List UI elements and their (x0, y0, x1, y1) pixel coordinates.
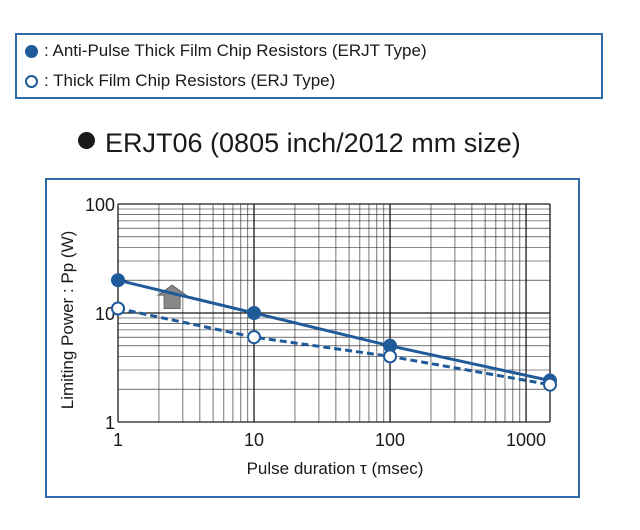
data-point-erjt (247, 306, 262, 320)
legend-item-erjt: : Anti-Pulse Thick Film Chip Resistors (… (25, 39, 427, 63)
y-tick-label: 1 (105, 413, 115, 433)
chart-grid (117, 203, 551, 423)
bullet-icon (78, 132, 95, 149)
x-tick-label: 100 (375, 430, 405, 450)
chart-title: ERJT06 (0805 inch/2012 mm size) (78, 128, 521, 159)
open-circle-icon (25, 74, 38, 88)
chart-frame (45, 178, 580, 498)
data-point-erj (111, 301, 125, 316)
chart-title-model: ERJT06 (105, 128, 203, 158)
chart-title-size: (0805 inch/2012 mm size) (202, 128, 521, 158)
legend-label-erj: : Thick Film Chip Resistors (ERJ Type) (44, 71, 336, 90)
x-tick-label: 1000 (506, 430, 546, 450)
filled-circle-icon (25, 44, 38, 58)
chart-ticks: 1 10 100 1000 1 10 100 (85, 195, 546, 450)
chart-series (111, 273, 557, 392)
x-tick-label: 1 (113, 430, 123, 450)
chart-axes: Limiting Power : Pp (W) Pulse duration τ… (58, 231, 423, 478)
x-axis-label: Pulse duration τ (msec) (247, 459, 424, 478)
data-point-erj (247, 330, 262, 345)
data-point-erj (383, 349, 398, 364)
y-axis-label: Limiting Power : Pp (W) (58, 231, 77, 410)
legend-label-erjt: : Anti-Pulse Thick Film Chip Resistors (… (44, 41, 427, 60)
x-tick-label: 10 (244, 430, 264, 450)
legend-item-erj: : Thick Film Chip Resistors (ERJ Type) (25, 69, 335, 93)
data-point-erj (543, 377, 557, 392)
y-tick-label: 100 (85, 195, 115, 215)
series-line-erjt (117, 278, 551, 383)
y-tick-label: 10 (95, 304, 115, 324)
data-point-erjt (111, 273, 125, 288)
legend-box: : Anti-Pulse Thick Film Chip Resistors (… (15, 33, 603, 99)
series-line-erj (117, 307, 551, 387)
